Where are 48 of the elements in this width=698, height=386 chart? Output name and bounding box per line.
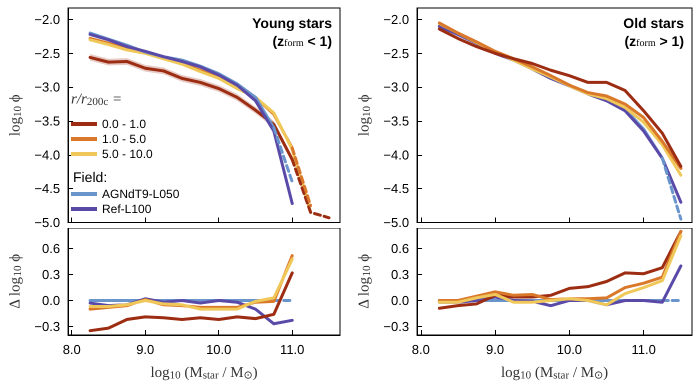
y-axis-title: log10 ϕ	[8, 94, 24, 136]
y-tick-label: −2.0	[34, 12, 60, 28]
annotation: (zform < 1)	[272, 33, 332, 49]
legend-label: 0.0 - 1.0	[102, 117, 146, 131]
y-tick-label: −3.0	[383, 80, 410, 95]
y-tick-label: 0.0	[42, 292, 60, 308]
y-tick-label: 0.3	[390, 267, 410, 282]
y-tick-label: 0.0	[390, 292, 410, 308]
legend-label: AGNdT9-L050	[102, 187, 180, 201]
y-tick-label: −0.3	[34, 318, 60, 334]
y-tick-label: −3.0	[34, 80, 60, 95]
y-tick-label: −5.0	[34, 215, 60, 230]
y-tick-label: −4.0	[34, 147, 60, 162]
y-tick-label: 0.3	[42, 267, 60, 282]
x-tick-label: 8.0	[412, 342, 430, 357]
annotation: (zform > 1)	[624, 33, 684, 49]
legend-label: 5.0 - 10.0	[102, 147, 154, 161]
y-tick-label: −0.3	[383, 318, 410, 334]
line-series	[88, 271, 294, 332]
annotation: Field:	[73, 169, 108, 185]
x-tick-label: 10.0	[206, 342, 232, 357]
x-tick-label: 8.0	[62, 342, 81, 357]
x-axis-title: log10 (Mstar / M⊙)	[150, 365, 258, 382]
y-tick-label: −4.5	[383, 181, 410, 196]
y-axis-title: log10 ϕ	[356, 94, 373, 136]
y-tick-label: −4.0	[383, 147, 410, 162]
legend-label: Ref-L100	[102, 202, 152, 216]
y-tick-label: −3.5	[34, 114, 60, 128]
legend-label: 1.0 - 5.0	[102, 132, 146, 146]
y-axis-title: Δ log10 ϕ	[356, 254, 373, 309]
y-tick-label: 0.6	[390, 241, 410, 256]
annotation: Young stars	[252, 15, 332, 31]
y-tick-label: 0.6	[42, 241, 60, 256]
x-tick-label: 11.0	[280, 342, 304, 357]
x-axis-title: log10 (Mstar / M⊙)	[500, 365, 608, 382]
y-tick-label: −3.5	[383, 114, 410, 128]
y-tick-label: −2.5	[34, 46, 60, 61]
y-tick-label: −2.0	[383, 12, 410, 28]
x-tick-label: 10.0	[556, 342, 582, 357]
y-tick-label: −2.5	[383, 46, 410, 61]
y-tick-label: −5.0	[383, 215, 410, 230]
x-tick-label: 9.0	[486, 342, 504, 357]
y-axis-title: Δ log10 ϕ	[8, 254, 24, 309]
x-tick-label: 11.0	[632, 342, 656, 357]
annotation: Old stars	[623, 15, 684, 31]
x-tick-label: 9.0	[136, 342, 154, 357]
legend-title: r/r200c =	[71, 92, 122, 108]
y-tick-label: −4.5	[34, 181, 60, 196]
